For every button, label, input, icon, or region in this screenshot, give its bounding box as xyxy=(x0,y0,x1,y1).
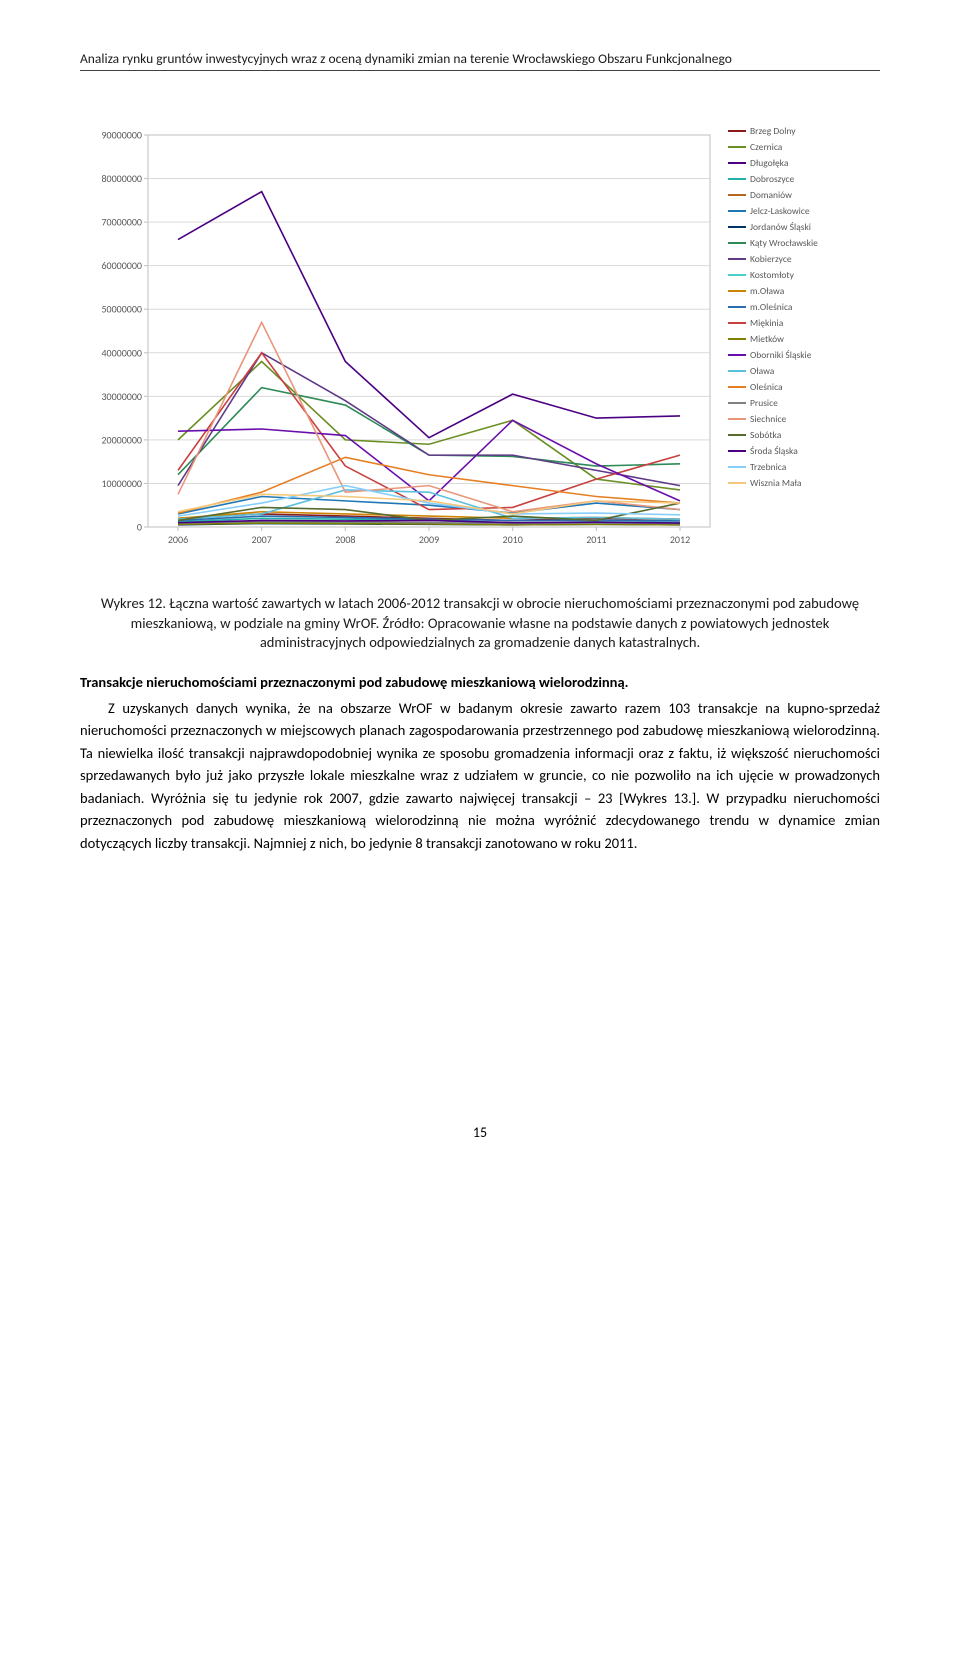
legend-item: Miękinia xyxy=(728,317,818,329)
legend-label: m.Oława xyxy=(750,285,784,297)
legend-swatch xyxy=(728,178,746,181)
legend-swatch xyxy=(728,482,746,485)
legend-swatch xyxy=(728,274,746,277)
legend-swatch xyxy=(728,290,746,293)
legend-item: Oborniki Śląskie xyxy=(728,349,818,361)
legend-label: Mietków xyxy=(750,333,784,345)
legend-label: Oborniki Śląskie xyxy=(750,349,811,361)
legend-label: Jelcz-Laskowice xyxy=(750,205,810,217)
legend-label: Czernica xyxy=(750,141,782,153)
legend-swatch xyxy=(728,338,746,341)
legend-label: Kobierzyce xyxy=(750,253,792,265)
svg-text:2007: 2007 xyxy=(252,533,272,546)
legend-swatch xyxy=(728,162,746,165)
legend-label: m.Oleśnica xyxy=(750,301,792,313)
legend-item: Kobierzyce xyxy=(728,253,818,265)
legend-label: Brzeg Dolny xyxy=(750,125,796,137)
legend-swatch xyxy=(728,402,746,405)
svg-text:50000000: 50000000 xyxy=(101,303,142,316)
legend-item: Dobroszyce xyxy=(728,173,818,185)
legend-label: Kostomłoty xyxy=(750,269,794,281)
legend-item: Mietków xyxy=(728,333,818,345)
chart-legend: Brzeg Dolny Czernica Długołęka Dobroszyce Do… xyxy=(720,111,818,576)
legend-item: Brzeg Dolny xyxy=(728,125,818,137)
legend-item: Jordanów Śląski xyxy=(728,221,818,233)
section-subhead: Transakcje nieruchomościami przeznaczony… xyxy=(80,673,880,691)
legend-swatch xyxy=(728,450,746,453)
legend-swatch xyxy=(728,322,746,325)
svg-text:20000000: 20000000 xyxy=(101,433,142,446)
legend-item: Wisznia Mała xyxy=(728,477,818,489)
legend-swatch xyxy=(728,434,746,437)
legend-item: m.Oława xyxy=(728,285,818,297)
legend-item: Oława xyxy=(728,365,818,377)
legend-label: Długołęka xyxy=(750,157,788,169)
svg-text:30000000: 30000000 xyxy=(101,390,142,403)
legend-swatch xyxy=(728,354,746,357)
body-paragraph: Z uzyskanych danych wynika, że na obszar… xyxy=(80,697,880,854)
legend-item: Długołęka xyxy=(728,157,818,169)
legend-item: m.Oleśnica xyxy=(728,301,818,313)
legend-label: Środa Śląska xyxy=(750,445,798,457)
legend-label: Jordanów Śląski xyxy=(750,221,811,233)
page-number: 15 xyxy=(80,1124,880,1141)
legend-swatch xyxy=(728,386,746,389)
legend-item: Kostomłoty xyxy=(728,269,818,281)
legend-swatch xyxy=(728,226,746,229)
legend-label: Prusice xyxy=(750,397,778,409)
legend-label: Miękinia xyxy=(750,317,783,329)
legend-swatch xyxy=(728,194,746,197)
svg-text:60000000: 60000000 xyxy=(101,259,142,272)
svg-text:2009: 2009 xyxy=(419,533,439,546)
legend-swatch xyxy=(728,306,746,309)
legend-swatch xyxy=(728,466,746,469)
legend-label: Domaniów xyxy=(750,189,792,201)
legend-item: Kąty Wrocławskie xyxy=(728,237,818,249)
legend-swatch xyxy=(728,242,746,245)
legend-item: Domaniów xyxy=(728,189,818,201)
svg-text:40000000: 40000000 xyxy=(101,346,142,359)
legend-swatch xyxy=(728,418,746,421)
legend-swatch xyxy=(728,370,746,373)
legend-item: Prusice xyxy=(728,397,818,409)
svg-text:2006: 2006 xyxy=(168,533,188,546)
svg-text:80000000: 80000000 xyxy=(101,172,142,185)
legend-item: Czernica xyxy=(728,141,818,153)
caption-lead: Wykres 12. xyxy=(101,594,166,612)
svg-text:2008: 2008 xyxy=(335,533,355,546)
legend-item: Siechnice xyxy=(728,413,818,425)
svg-text:2010: 2010 xyxy=(503,533,523,546)
svg-text:2012: 2012 xyxy=(670,533,690,546)
svg-text:2011: 2011 xyxy=(586,533,606,546)
legend-label: Sobótka xyxy=(750,429,781,441)
legend-item: Trzebnica xyxy=(728,461,818,473)
legend-label: Wisznia Mała xyxy=(750,477,801,489)
legend-item: Jelcz-Laskowice xyxy=(728,205,818,217)
legend-swatch xyxy=(728,210,746,213)
legend-swatch xyxy=(728,258,746,261)
legend-label: Oleśnica xyxy=(750,381,783,393)
legend-label: Trzebnica xyxy=(750,461,786,473)
svg-text:10000000: 10000000 xyxy=(101,477,142,490)
svg-text:90000000: 90000000 xyxy=(101,129,142,142)
legend-swatch xyxy=(728,146,746,149)
legend-label: Oława xyxy=(750,365,774,377)
legend-item: Sobótka xyxy=(728,429,818,441)
legend-label: Dobroszyce xyxy=(750,173,794,185)
svg-text:0: 0 xyxy=(137,521,142,534)
chart-svg-container: 0 10000000 20000000 30000000 40000000 5000000… xyxy=(80,111,720,576)
legend-swatch xyxy=(728,130,746,133)
legend-item: Oleśnica xyxy=(728,381,818,393)
page-header: Analiza rynku gruntów inwestycyjnych wra… xyxy=(80,50,880,71)
svg-text:70000000: 70000000 xyxy=(101,216,142,229)
legend-label: Siechnice xyxy=(750,413,786,425)
legend-label: Kąty Wrocławskie xyxy=(750,237,818,249)
line-chart: 0 10000000 20000000 30000000 40000000 5000000… xyxy=(80,111,720,571)
legend-item: Środa Śląska xyxy=(728,445,818,457)
chart-caption: Wykres 12. Łączna wartość zawartych w la… xyxy=(80,594,880,653)
caption-text: Łączna wartość zawartych w latach 2006-2… xyxy=(131,594,859,651)
chart-with-legend: 0 10000000 20000000 30000000 40000000 5000000… xyxy=(80,111,880,576)
